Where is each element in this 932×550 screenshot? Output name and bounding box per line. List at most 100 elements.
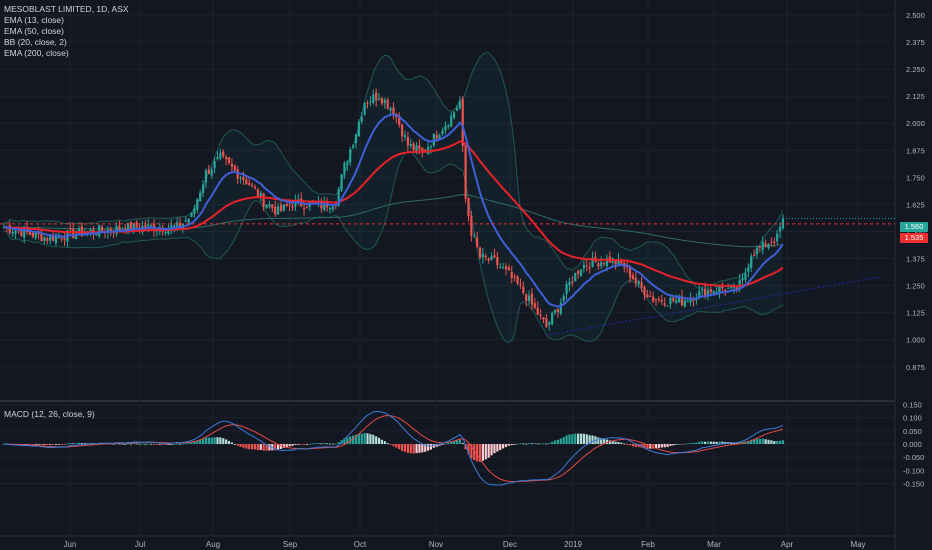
candle-body[interactable]	[513, 276, 516, 278]
macd-histogram-bar[interactable]	[568, 434, 571, 445]
macd-histogram-bar[interactable]	[138, 443, 141, 445]
candle-body[interactable]	[49, 235, 52, 241]
macd-histogram-bar[interactable]	[167, 444, 170, 445]
macd-histogram-bar[interactable]	[121, 443, 124, 445]
macd-histogram-bar[interactable]	[493, 444, 496, 454]
candle-body[interactable]	[415, 145, 418, 152]
candle-body[interactable]	[781, 218, 785, 229]
candle-body[interactable]	[767, 243, 770, 249]
macd-histogram-bar[interactable]	[225, 439, 228, 445]
macd-histogram-bar[interactable]	[421, 444, 424, 453]
macd-histogram-bar[interactable]	[80, 443, 83, 445]
macd-histogram-bar[interactable]	[626, 444, 629, 445]
candle-body[interactable]	[441, 130, 444, 135]
candle-body[interactable]	[727, 287, 730, 289]
candle-body[interactable]	[706, 290, 710, 296]
macd-histogram-bar[interactable]	[389, 444, 392, 445]
candle-body[interactable]	[233, 165, 236, 171]
candle-body[interactable]	[184, 220, 187, 222]
macd-histogram-bar[interactable]	[392, 444, 395, 447]
macd-histogram-bar[interactable]	[652, 444, 655, 449]
macd-histogram-bar[interactable]	[582, 433, 585, 445]
macd-histogram-bar[interactable]	[712, 441, 715, 445]
macd-histogram-bar[interactable]	[199, 440, 202, 445]
candle-body[interactable]	[372, 94, 375, 103]
macd-histogram-bar[interactable]	[190, 442, 193, 445]
candle-body[interactable]	[239, 177, 242, 179]
candle-body[interactable]	[409, 144, 412, 146]
macd-histogram-bar[interactable]	[706, 441, 710, 445]
macd-histogram-bar[interactable]	[279, 444, 283, 449]
candle-body[interactable]	[271, 204, 274, 209]
candle-body[interactable]	[43, 237, 46, 242]
macd-histogram-bar[interactable]	[507, 444, 510, 446]
candle-body[interactable]	[525, 294, 528, 302]
macd-histogram-bar[interactable]	[778, 440, 782, 445]
macd-histogram-bar[interactable]	[597, 437, 600, 445]
candle-body[interactable]	[568, 281, 571, 286]
macd-histogram-bar[interactable]	[351, 435, 355, 445]
candle-body[interactable]	[597, 263, 600, 267]
macd-histogram-bar[interactable]	[605, 439, 609, 445]
macd-histogram-bar[interactable]	[424, 444, 427, 452]
macd-histogram-bar[interactable]	[623, 443, 626, 445]
macd-histogram-bar[interactable]	[409, 444, 412, 454]
macd-histogram-bar[interactable]	[178, 443, 182, 445]
candle-body[interactable]	[605, 258, 609, 267]
candle-body[interactable]	[77, 228, 81, 234]
macd-histogram-bar[interactable]	[579, 433, 583, 445]
macd-histogram-bar[interactable]	[66, 443, 69, 445]
macd-histogram-bar[interactable]	[698, 441, 701, 445]
macd-histogram-bar[interactable]	[46, 444, 49, 446]
macd-histogram-bar[interactable]	[657, 444, 660, 448]
candle-body[interactable]	[164, 232, 167, 234]
candle-body[interactable]	[349, 149, 352, 163]
candle-body[interactable]	[351, 145, 355, 148]
candle-body[interactable]	[57, 236, 60, 239]
macd-histogram-bar[interactable]	[539, 443, 542, 445]
candle-body[interactable]	[620, 259, 623, 264]
candle-body[interactable]	[741, 277, 744, 281]
macd-histogram-bar[interactable]	[755, 438, 759, 445]
macd-histogram-bar[interactable]	[617, 442, 620, 445]
candle-body[interactable]	[701, 288, 704, 291]
candle-body[interactable]	[643, 286, 646, 296]
macd-histogram-bar[interactable]	[412, 444, 415, 454]
candle-body[interactable]	[510, 271, 513, 278]
macd-histogram-bar[interactable]	[219, 437, 222, 445]
candle-body[interactable]	[37, 232, 40, 235]
candle-body[interactable]	[210, 169, 213, 176]
macd-histogram-bar[interactable]	[265, 444, 268, 451]
candle-body[interactable]	[755, 247, 759, 255]
candle-body[interactable]	[429, 146, 433, 148]
macd-histogram-bar[interactable]	[571, 434, 574, 445]
macd-histogram-bar[interactable]	[637, 444, 640, 448]
macd-histogram-bar[interactable]	[69, 442, 72, 445]
macd-histogram-bar[interactable]	[181, 443, 184, 445]
macd-histogram-bar[interactable]	[536, 443, 539, 445]
macd-histogram-bar[interactable]	[551, 441, 554, 445]
candle-body[interactable]	[23, 228, 26, 238]
macd-histogram-bar[interactable]	[31, 444, 34, 445]
macd-histogram-bar[interactable]	[331, 443, 334, 445]
macd-histogram-bar[interactable]	[314, 443, 317, 445]
candle-body[interactable]	[640, 282, 643, 288]
candle-body[interactable]	[178, 222, 182, 227]
macd-histogram-bar[interactable]	[164, 444, 167, 445]
candle-body[interactable]	[412, 143, 415, 151]
macd-histogram-bar[interactable]	[300, 444, 303, 445]
candle-body[interactable]	[614, 260, 617, 265]
macd-histogram-bar[interactable]	[57, 444, 60, 445]
macd-histogram-bar[interactable]	[375, 436, 378, 445]
macd-histogram-bar[interactable]	[377, 437, 381, 445]
macd-histogram-bar[interactable]	[34, 444, 37, 445]
candle-body[interactable]	[288, 204, 291, 206]
macd-histogram-bar[interactable]	[675, 444, 678, 445]
candle-body[interactable]	[398, 117, 401, 126]
macd-histogram-bar[interactable]	[666, 444, 669, 447]
ema50-line[interactable]	[4, 140, 784, 288]
macd-histogram-bar[interactable]	[660, 444, 663, 448]
macd-histogram-bar[interactable]	[129, 443, 133, 445]
macd-histogram-bar[interactable]	[216, 437, 219, 445]
macd-histogram-bar[interactable]	[481, 444, 485, 461]
